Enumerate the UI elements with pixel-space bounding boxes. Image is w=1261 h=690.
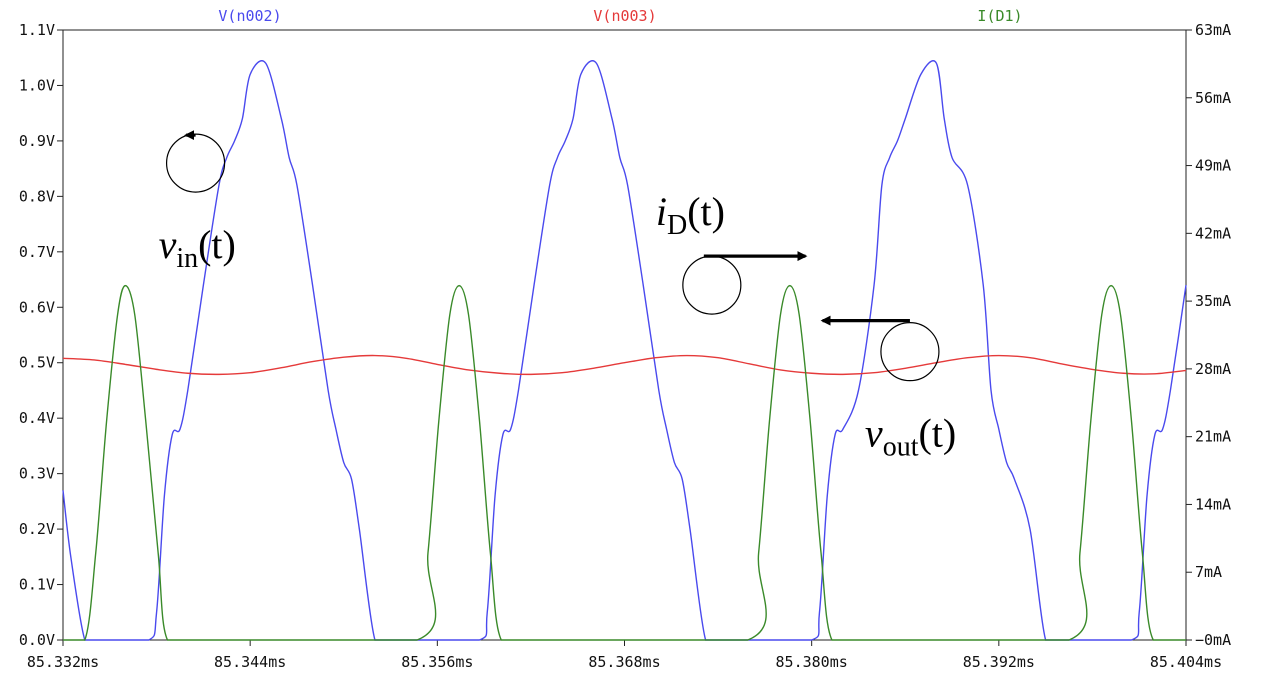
x-tick-label: 85.368ms (588, 653, 660, 671)
series-line-V(n003) (63, 355, 1186, 374)
annotation-circle (683, 256, 741, 314)
legend-item-V(n002): V(n002) (218, 7, 281, 25)
y-left-tick-label: 0.7V (19, 243, 55, 261)
y-left-tick-label: 0.2V (19, 520, 55, 538)
series-V(n003) (63, 355, 1186, 374)
legend-layer: V(n002) V(n003) I(D1) (218, 7, 1022, 25)
x-tick-label: 85.404ms (1150, 653, 1222, 671)
annotation-id: iD(t) (656, 189, 806, 314)
x-tick-label: 85.344ms (214, 653, 286, 671)
annotation-tail: (t) (918, 411, 956, 456)
x-tick-label: 85.380ms (776, 653, 848, 671)
y-left-tick-label: 0.1V (19, 576, 55, 594)
series-line-I(D1) (63, 286, 1186, 640)
annotation-sub: D (667, 210, 687, 241)
annotation-sub: in (176, 243, 198, 274)
y-left-tick-label: 1.0V (19, 76, 55, 94)
x-tick-label: 85.332ms (27, 653, 99, 671)
legend-item-I(D1): I(D1) (977, 7, 1022, 25)
y-left-tick-label: 1.1V (19, 21, 55, 39)
series-layer (63, 61, 1186, 640)
y-right-tick-label: 7mA (1195, 563, 1222, 581)
y-right-tick-label: 21mA (1195, 428, 1231, 446)
y-right-tick-label: 49mA (1195, 157, 1231, 175)
annotation-circle (167, 134, 225, 192)
y-left-tick-label: 0.4V (19, 409, 55, 427)
y-right-tick-label: 42mA (1195, 224, 1231, 242)
y-right-tick-label: 28mA (1195, 360, 1231, 378)
annotations-layer: vin(t)iD(t)vout(t) (159, 134, 957, 463)
y-right-tick-label: 56mA (1195, 89, 1231, 107)
y-right-tick-label: −0mA (1195, 631, 1231, 649)
x-tick-label: 85.392ms (963, 653, 1035, 671)
annotation-main: v (159, 222, 177, 267)
y-right-tick-label: 35mA (1195, 292, 1231, 310)
annotation-label: vin(t) (159, 222, 236, 274)
annotation-sub: out (883, 432, 919, 463)
y-left-tick-label: 0.3V (19, 465, 55, 483)
annotation-main: v (865, 411, 883, 456)
y-right-tick-label: 14mA (1195, 495, 1231, 513)
x-tick-label: 85.356ms (401, 653, 473, 671)
annotation-vin: vin(t) (159, 134, 236, 274)
annotation-label: vout(t) (865, 411, 956, 463)
y-left-tick-label: 0.6V (19, 298, 55, 316)
y-left-tick-label: 0.8V (19, 187, 55, 205)
annotation-label: iD(t) (656, 189, 725, 241)
series-line-V(n002) (63, 61, 1186, 640)
y-left-tick-label: 0.9V (19, 132, 55, 150)
annotation-tail: (t) (198, 222, 236, 267)
annotation-main: i (656, 189, 667, 234)
y-right-tick-label: 63mA (1195, 21, 1231, 39)
plot-frame (63, 30, 1186, 640)
series-V(n002) (63, 61, 1186, 640)
series-I(D1) (63, 286, 1186, 640)
annotation-vout: vout(t) (823, 321, 957, 463)
y-left-tick-label: 0.5V (19, 354, 55, 372)
annotation-circle (881, 323, 939, 381)
annotation-tail: (t) (687, 189, 725, 234)
y-left-tick-label: 0.0V (19, 631, 55, 649)
legend-item-V(n003): V(n003) (593, 7, 656, 25)
axes-layer: 85.332ms 85.344ms 85.356ms 85.368ms 85.380ms… (19, 21, 1231, 671)
